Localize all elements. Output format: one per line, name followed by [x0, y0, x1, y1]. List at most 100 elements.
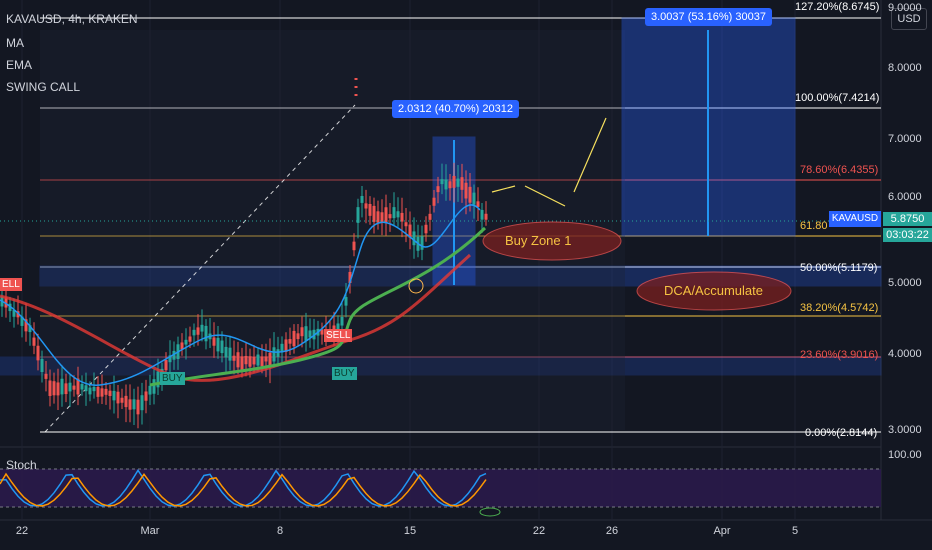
candle-body: [476, 201, 480, 207]
candle-body: [88, 387, 92, 395]
stoch-title[interactable]: Stoch: [6, 458, 37, 472]
x-tick: 22: [532, 525, 546, 537]
dca-label: DCA/Accumulate: [664, 283, 763, 298]
candle-body: [204, 325, 208, 342]
candle-body: [48, 380, 52, 396]
candle-body: [272, 347, 276, 362]
stoch-d: [0, 472, 487, 507]
candle-body: [60, 378, 64, 395]
candle-body: [220, 340, 224, 354]
x-tick: 15: [403, 525, 417, 537]
fib-level-0: 0.00%(2.8144): [805, 427, 878, 439]
candle-body: [184, 339, 188, 345]
support-zone-low: [0, 356, 882, 376]
candle-body: [236, 352, 240, 368]
candle-body: [308, 330, 312, 338]
candle-body: [344, 297, 348, 306]
candle-body: [52, 381, 56, 396]
candle-body: [136, 399, 140, 415]
candle-body: [444, 179, 448, 190]
x-tick: Mar: [140, 525, 160, 537]
candle-body: [368, 204, 372, 216]
candle-body: [412, 231, 416, 246]
candle-body: [68, 382, 72, 392]
candle-body: [260, 356, 264, 367]
candle-body: [180, 342, 184, 350]
sell-signal-left: ELL: [0, 278, 22, 291]
candle-body: [456, 178, 460, 187]
fib-level-618: 61.80: [800, 220, 828, 232]
candle-body: [132, 399, 136, 410]
candle-body: [304, 326, 308, 341]
countdown-label: 03:03:22: [883, 228, 932, 242]
dca-ellipse: [636, 271, 792, 311]
candle-body: [484, 213, 488, 220]
stoch-y-tick: 100.00: [888, 449, 922, 461]
candle-body: [376, 211, 380, 223]
buy-zone-ellipse: [482, 221, 622, 261]
candle-body: [408, 224, 412, 238]
indicator-swing-call[interactable]: SWING CALL: [6, 80, 81, 94]
candle-body: [140, 395, 144, 411]
candle-body: [300, 327, 304, 337]
buy-signal-mid: BUY: [332, 367, 357, 380]
candle-body: [320, 329, 324, 335]
indicator-ema[interactable]: EMA: [6, 58, 33, 72]
candle-body: [212, 337, 216, 346]
candle-body: [440, 179, 444, 185]
candle-body: [252, 356, 256, 365]
candle-body: [360, 196, 364, 203]
measure-box-label-2: 2.0312 (40.70%) 20312: [392, 100, 519, 118]
candle-body: [240, 356, 244, 372]
candle-body: [56, 382, 60, 396]
candle-body: [384, 207, 388, 223]
fib-level-50: 50.00%(5.1179): [800, 262, 878, 274]
candle-body: [292, 330, 296, 347]
candle-body: [200, 324, 204, 332]
buy-zone-label: Buy Zone 1: [505, 233, 572, 248]
forecast-arrow: [573, 117, 607, 193]
measure-box-label-1: 3.0037 (53.16%) 30037: [645, 8, 772, 26]
ema-line: [149, 226, 487, 387]
candle-body: [92, 386, 96, 392]
candle-body: [76, 378, 80, 395]
candle-body: [296, 333, 300, 340]
fib-level-127: 127.20%(8.6745): [795, 1, 880, 13]
candle-body: [404, 222, 408, 227]
touch-marker: [408, 278, 424, 294]
candle-body: [256, 354, 260, 366]
candle-body: [420, 236, 424, 250]
candle-body: [460, 177, 464, 190]
stoch-band: [0, 469, 881, 507]
candle-body: [120, 397, 124, 403]
candle-body: [8, 303, 12, 312]
trend-projection: [44, 104, 356, 433]
candle-body: [356, 207, 360, 223]
candle-body: [276, 349, 280, 357]
y-tick: 4.0000: [888, 348, 922, 360]
candle-body: [216, 337, 220, 352]
fib-level-786: 78.60%(6.4355): [800, 164, 879, 176]
candle-body: [196, 327, 200, 335]
y-tick: 3.0000: [888, 424, 922, 436]
candle-body: [16, 311, 20, 318]
indicator-ma[interactable]: MA: [6, 36, 24, 50]
currency-button[interactable]: USD: [891, 8, 927, 30]
candle-body: [96, 386, 100, 397]
candle-body: [224, 346, 228, 358]
fib-level-100: 100.00%(7.4214): [795, 92, 880, 104]
candle-body: [84, 385, 88, 392]
candle-body: [432, 197, 436, 206]
candle-body: [108, 390, 112, 396]
symbol-price-tag: KAVAUSD: [829, 211, 881, 227]
candle-body: [244, 355, 248, 365]
candle-body: [288, 339, 292, 344]
x-tick: 22: [15, 525, 29, 537]
candle-body: [188, 336, 192, 342]
symbol-title[interactable]: KAVAUSD, 4h, KRAKEN: [6, 12, 138, 26]
candle-body: [112, 390, 116, 401]
y-tick: 9.0000: [888, 2, 922, 14]
fib-level-236: 23.60%(3.9016): [800, 349, 879, 361]
y-tick: 5.0000: [888, 277, 922, 289]
